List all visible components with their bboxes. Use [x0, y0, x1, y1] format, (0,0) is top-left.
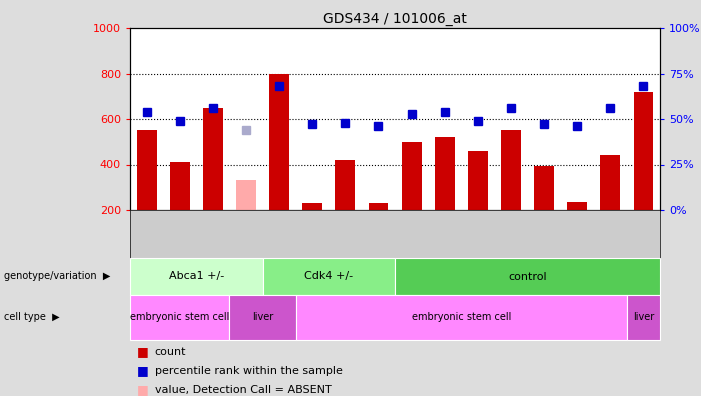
Text: embryonic stem cell: embryonic stem cell — [130, 312, 229, 322]
Text: liver: liver — [633, 312, 654, 322]
Bar — [600, 155, 620, 210]
Bar — [627, 295, 660, 340]
Text: value, Detection Call = ABSENT: value, Detection Call = ABSENT — [154, 385, 332, 395]
Bar — [130, 258, 262, 295]
Bar — [402, 142, 421, 210]
Bar — [395, 258, 660, 295]
Bar — [468, 151, 488, 210]
Bar — [302, 203, 322, 210]
Bar — [634, 92, 653, 210]
Text: genotype/variation  ▶: genotype/variation ▶ — [4, 271, 110, 281]
Text: Abca1 +/-: Abca1 +/- — [169, 272, 224, 282]
Bar — [236, 181, 256, 210]
Text: ■: ■ — [137, 364, 149, 377]
Bar — [501, 130, 521, 210]
Bar — [130, 295, 229, 340]
Bar — [296, 295, 627, 340]
Text: percentile rank within the sample: percentile rank within the sample — [154, 366, 342, 376]
Text: embryonic stem cell: embryonic stem cell — [411, 312, 511, 322]
Bar — [269, 74, 289, 210]
Text: liver: liver — [252, 312, 273, 322]
Text: control: control — [508, 272, 547, 282]
Bar — [262, 258, 395, 295]
Text: cell type  ▶: cell type ▶ — [4, 312, 59, 322]
Bar — [137, 130, 156, 210]
Bar — [567, 202, 587, 210]
Bar — [170, 162, 190, 210]
Bar — [203, 108, 223, 210]
Bar — [229, 295, 296, 340]
Text: count: count — [154, 347, 186, 357]
Bar — [534, 166, 554, 210]
Bar — [435, 137, 455, 210]
Text: Cdk4 +/-: Cdk4 +/- — [304, 272, 353, 282]
Bar — [369, 203, 388, 210]
Text: ■: ■ — [137, 345, 149, 358]
Text: ■: ■ — [137, 383, 149, 396]
Bar — [335, 160, 355, 210]
Title: GDS434 / 101006_at: GDS434 / 101006_at — [323, 11, 467, 26]
